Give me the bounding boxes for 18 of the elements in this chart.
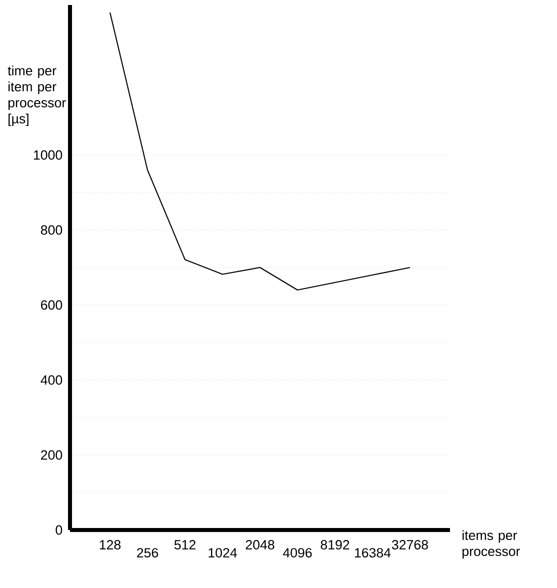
y-axis-title: time per item per processor [µs] [8,66,66,126]
x-tick-label: 512 [174,540,196,550]
x-tick-label: 2048 [246,540,274,550]
y-tick-label: 200 [41,450,62,460]
x-tick-label: 256 [137,548,158,558]
x-tick-label: 8192 [320,540,350,550]
y-tick-label: 0 [56,525,62,535]
y-tick-label: 1000 [34,150,62,160]
x-tick-label: 16384 [354,548,391,558]
y-tick-label: 400 [40,375,62,385]
line-series [109,12,411,291]
x-tick-label: 1024 [208,548,237,558]
x-axis-title: items per processor [462,530,520,559]
x-tick-label: 4096 [282,548,312,558]
y-tick-label: 600 [41,300,62,310]
x-tick-label: 128 [100,540,121,550]
x-tick-label: 32768 [392,540,428,550]
y-tick-label: 800 [40,225,62,235]
